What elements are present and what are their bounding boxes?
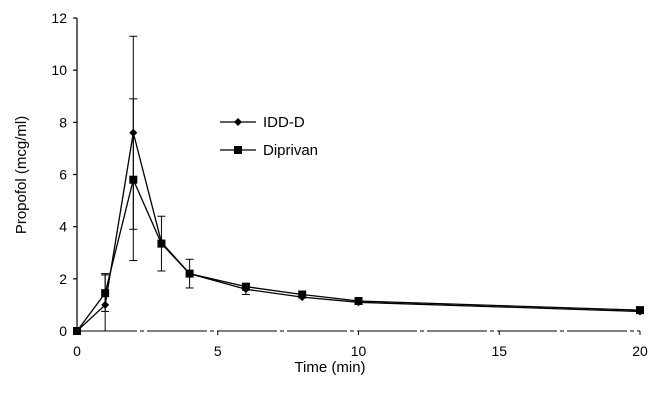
y-tick-label: 12 bbox=[51, 10, 67, 26]
data-point-diprivan bbox=[101, 289, 110, 298]
legend-label-idd-d: IDD-D bbox=[263, 114, 305, 131]
x-axis-ticks: 0 5 10 15 20 bbox=[73, 331, 648, 359]
x-tick-label: 20 bbox=[632, 343, 648, 359]
y-axis-ticks: 0 2 4 6 8 10 12 bbox=[51, 10, 77, 339]
legend: IDD-D Diprivan bbox=[220, 114, 318, 159]
y-tick-label: 2 bbox=[59, 271, 67, 287]
x-tick-label: 0 bbox=[73, 343, 81, 359]
series-layer bbox=[73, 35, 644, 335]
x-tick-label: 5 bbox=[214, 343, 222, 359]
y-tick-label: 8 bbox=[59, 114, 67, 130]
x-axis-title: Time (min) bbox=[294, 359, 365, 376]
x-tick-label: 15 bbox=[491, 343, 507, 359]
data-point-diprivan bbox=[129, 175, 138, 184]
y-tick-label: 4 bbox=[59, 219, 67, 235]
series-idd-d bbox=[73, 35, 644, 335]
data-point-diprivan bbox=[241, 282, 250, 291]
data-point-diprivan bbox=[157, 239, 166, 248]
legend-item-idd-d: IDD-D bbox=[220, 114, 305, 131]
legend-label-diprivan: Diprivan bbox=[263, 142, 318, 159]
legend-item-diprivan: Diprivan bbox=[220, 142, 318, 159]
y-tick-label: 6 bbox=[59, 167, 67, 183]
data-point-diprivan bbox=[73, 327, 81, 335]
y-tick-label: 0 bbox=[59, 323, 67, 339]
plot-area: 0 2 4 6 8 10 12 0 5 10 15 20 bbox=[51, 10, 648, 359]
x-tick-label: 10 bbox=[351, 343, 367, 359]
data-point-diprivan bbox=[354, 297, 363, 306]
legend-diamond-marker bbox=[234, 118, 242, 126]
series-diprivan bbox=[73, 98, 644, 335]
y-axis-title: Propofol (mcg/ml) bbox=[13, 116, 30, 234]
data-point-diprivan bbox=[298, 290, 307, 299]
y-tick-label: 10 bbox=[51, 62, 67, 78]
legend-square-marker bbox=[234, 146, 242, 154]
data-point-diprivan bbox=[636, 306, 644, 315]
data-point-diprivan bbox=[185, 269, 194, 278]
